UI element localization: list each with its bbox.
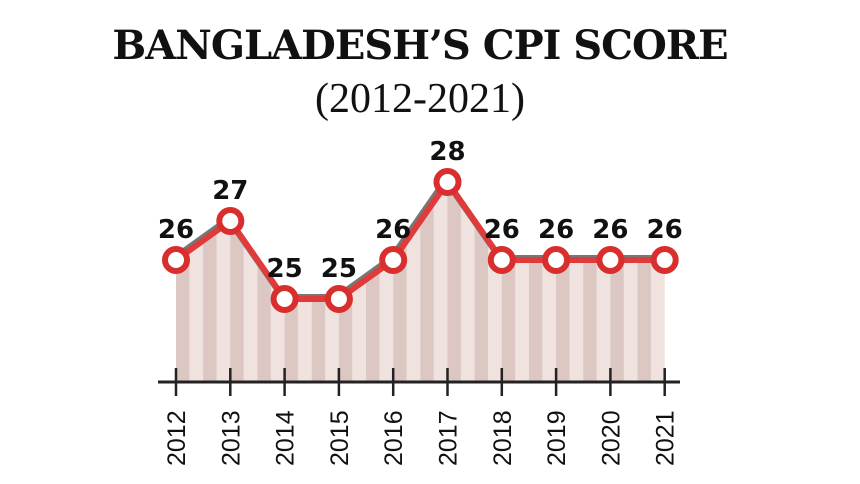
data-label: 26: [592, 215, 628, 245]
data-point-marker: [270, 285, 299, 313]
x-tick-label: 2017: [435, 410, 463, 466]
data-label: 26: [647, 215, 683, 245]
x-tick-label: 2014: [272, 410, 300, 466]
chart-subtitle: (2012-2021): [315, 76, 525, 122]
area-region: [176, 182, 665, 382]
series-line: [172, 177, 665, 302]
data-labels: 26 27 25 25 26 28 26 26 26 26: [158, 137, 683, 284]
data-label: 28: [429, 137, 465, 167]
data-point-marker: [379, 246, 408, 274]
x-tick-label: 2020: [597, 410, 625, 466]
x-tick-label: 2012: [163, 410, 191, 466]
data-point-marker: [487, 246, 516, 274]
data-label: 27: [212, 176, 248, 206]
chart-title: BANGLADESH’S CPI SCORE: [112, 22, 728, 69]
x-tick-label: 2016: [380, 410, 408, 466]
data-label: 26: [158, 215, 194, 245]
data-label: 25: [321, 254, 357, 284]
x-tick-label: 2013: [217, 410, 245, 466]
data-point-marker: [324, 285, 353, 313]
data-label: 26: [375, 215, 411, 245]
data-point-marker: [433, 168, 462, 196]
data-point-marker: [650, 246, 679, 274]
data-point-marker: [596, 246, 625, 274]
x-tick-labels: 2012 2013 2014 2015 2016 2017 2018 2019 2020 2021: [163, 410, 680, 466]
x-tick-label: 2021: [652, 410, 680, 466]
markers: [162, 168, 679, 313]
series-line-path: [174, 179, 665, 302]
data-label: 25: [267, 254, 303, 284]
x-tick-label: 2018: [489, 410, 517, 466]
area-fill: [176, 182, 665, 382]
data-point-marker: [216, 207, 245, 235]
x-tick-label: 2015: [326, 410, 354, 466]
data-label: 26: [484, 215, 520, 245]
data-label: 26: [538, 215, 574, 245]
data-point-marker: [542, 246, 571, 274]
data-point-marker: [162, 246, 190, 274]
x-axis: [158, 368, 680, 396]
x-tick-label: 2019: [543, 410, 571, 466]
